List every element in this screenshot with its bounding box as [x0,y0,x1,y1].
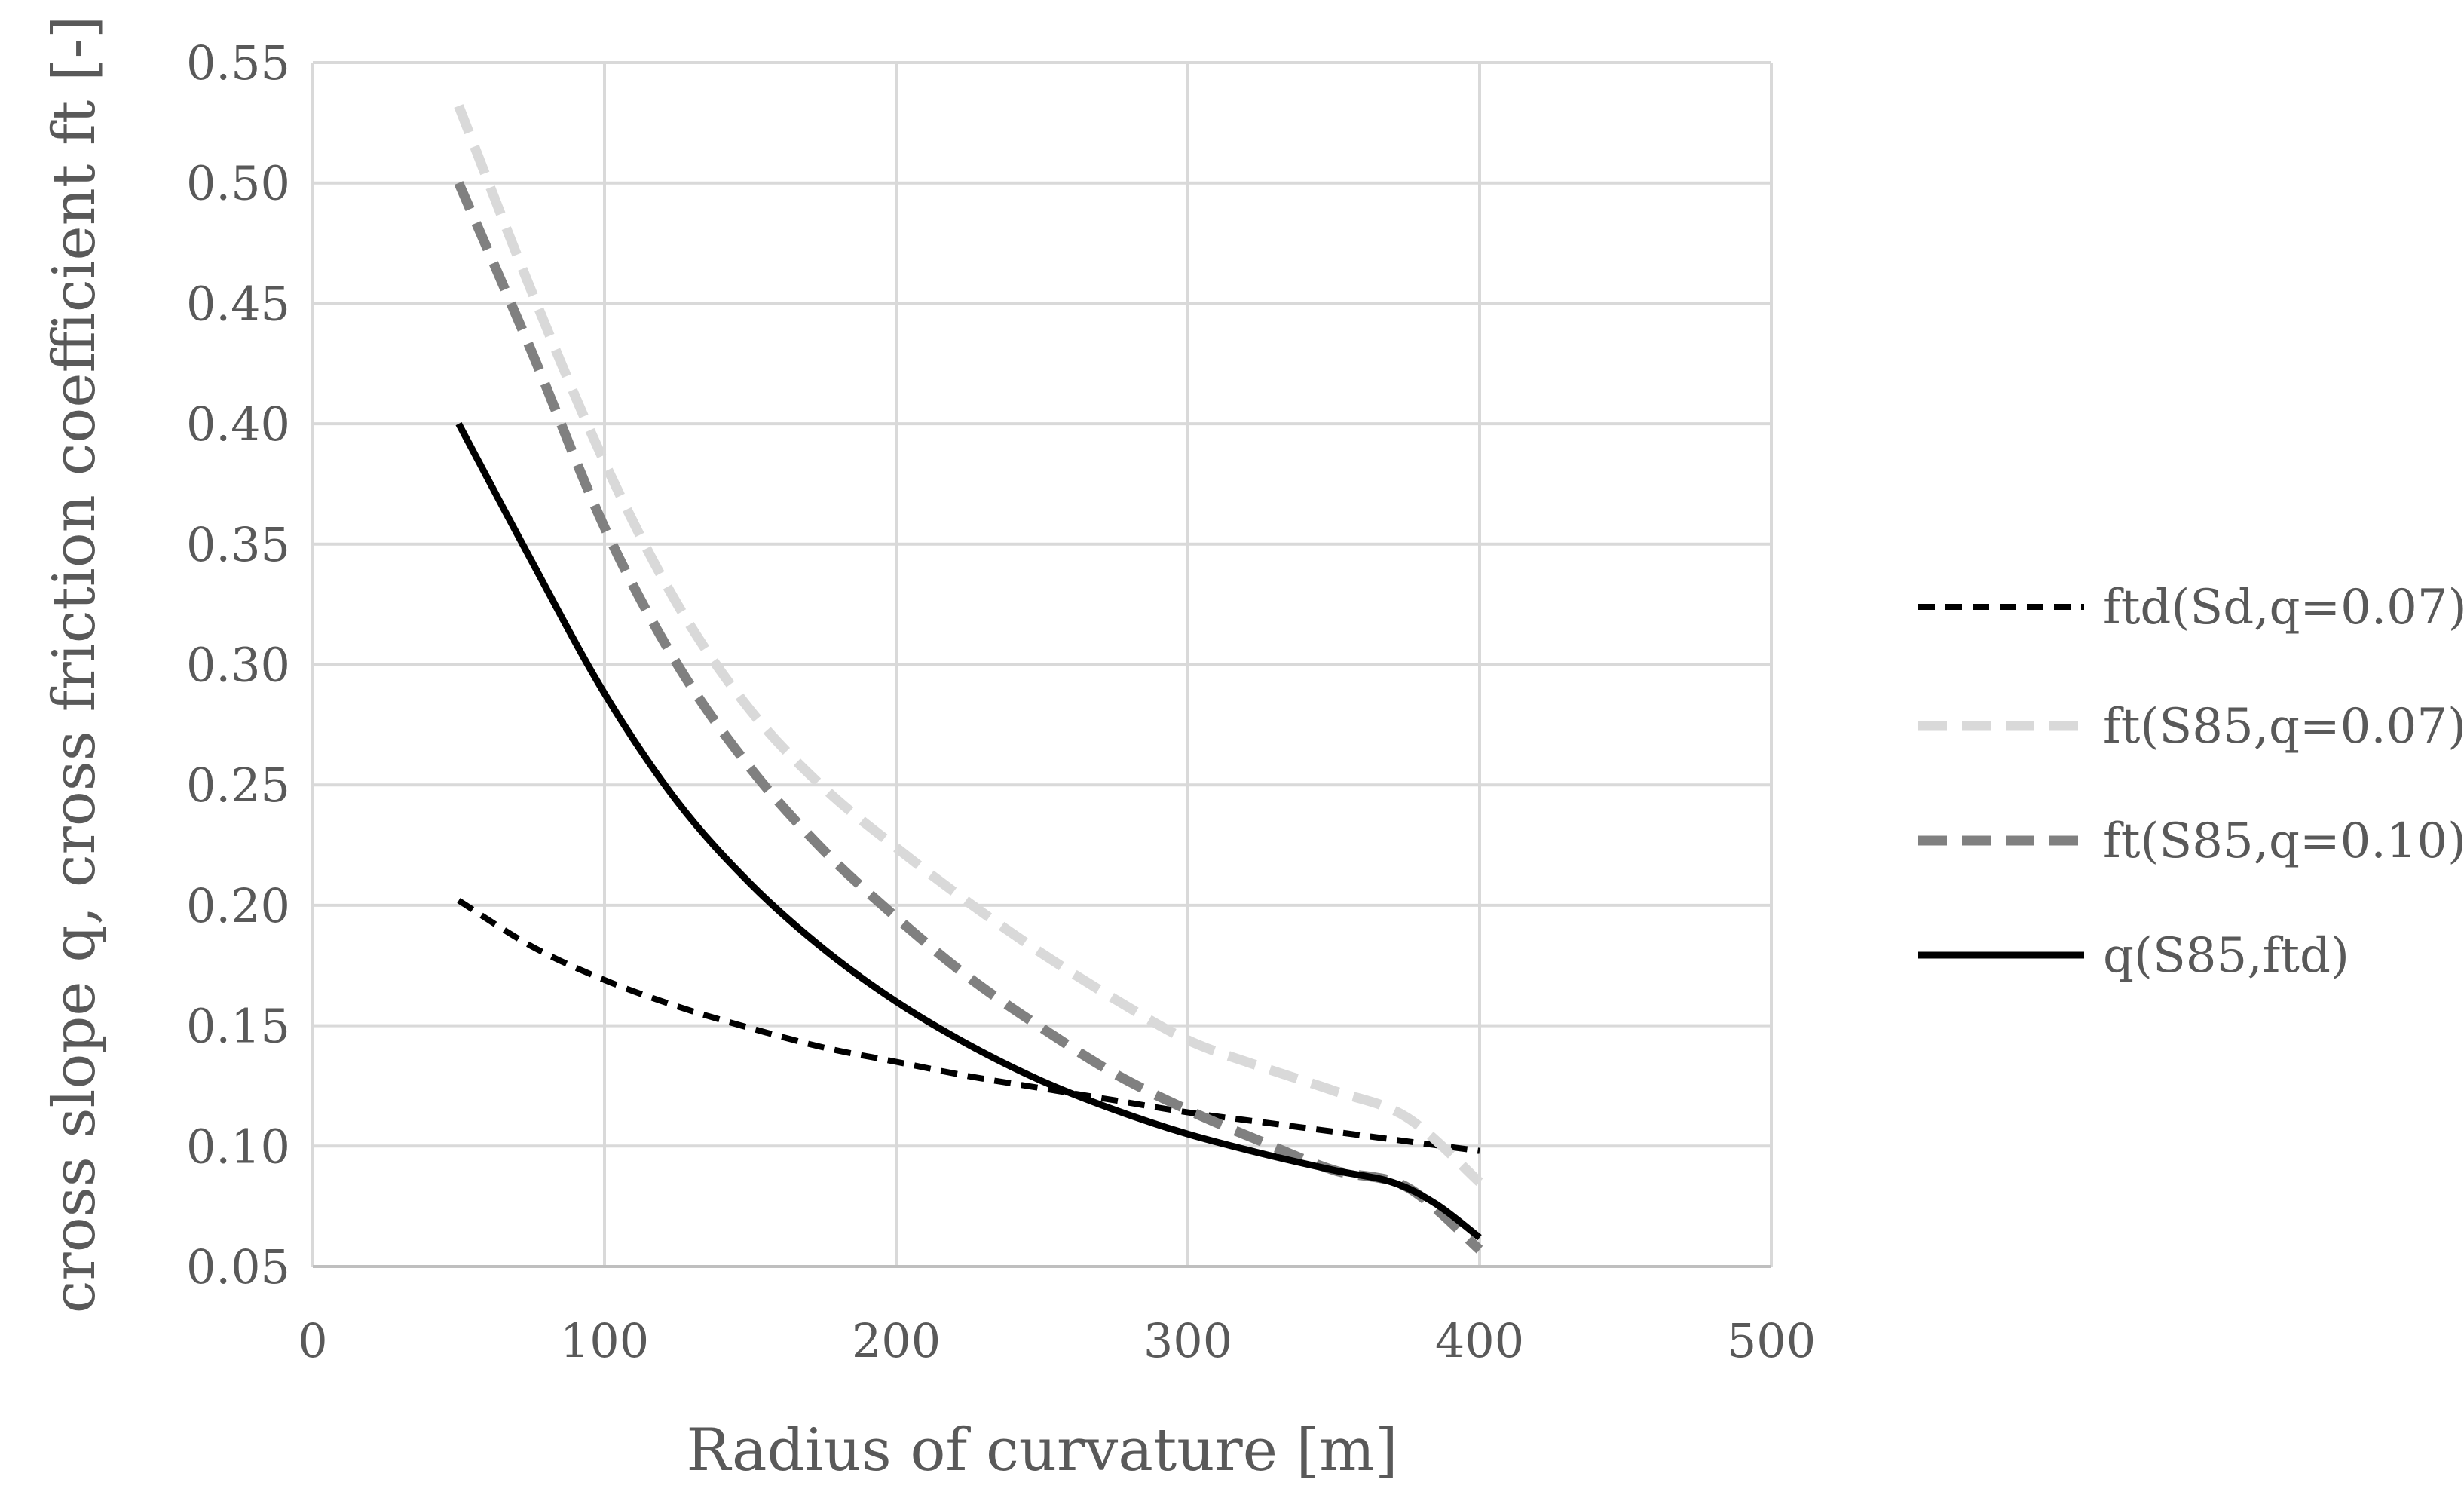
gridlines [311,61,1773,1268]
x-tick-label: 200 [852,1313,941,1368]
x-tick-label: 100 [560,1313,649,1368]
series-lines [454,104,1483,1254]
legend-label-2: ft(S85,q=0.07) [2103,699,2464,755]
series-line-2 [454,104,1483,1187]
x-tick-label: 0 [298,1313,327,1368]
legend-label-4: q(S85,ftd) [2103,928,2349,984]
x-tick-label: 500 [1727,1313,1816,1368]
y-axis-title: cross slope q, cross friction coefficien… [41,16,109,1314]
y-tick-label: 0.20 [186,878,290,933]
series-line-3 [454,181,1483,1254]
x-tick-label: 400 [1435,1313,1524,1368]
y-tick-label: 0.10 [186,1119,290,1174]
y-tick-label: 0.55 [186,35,290,90]
tick-labels: 0 100 200 300 400 500 0.05 0.10 0.15 0.20 0.25 0.30… [186,35,1816,1368]
y-tick-label: 0.40 [186,397,290,452]
y-tick-label: 0.30 [186,638,290,693]
legend-label-3: ft(S85,q=0.10) [2103,813,2464,869]
x-tick-label: 300 [1143,1313,1232,1368]
y-tick-label: 0.05 [186,1239,290,1294]
series-line-4 [455,421,1482,1241]
legend: ftd(Sd,q=0.07) ft(S85,q=0.07) ft(S85,q=0.1… [1918,580,2464,984]
y-tick-label: 0.25 [186,758,290,813]
y-tick-label: 0.35 [186,517,290,572]
y-tick-label: 0.15 [186,999,290,1054]
y-tick-label: 0.45 [186,276,290,331]
x-axis-title: Radius of curvature [m] [687,1417,1398,1484]
legend-label-1: ftd(Sd,q=0.07) [2103,580,2464,636]
y-tick-label: 0.50 [186,156,290,211]
